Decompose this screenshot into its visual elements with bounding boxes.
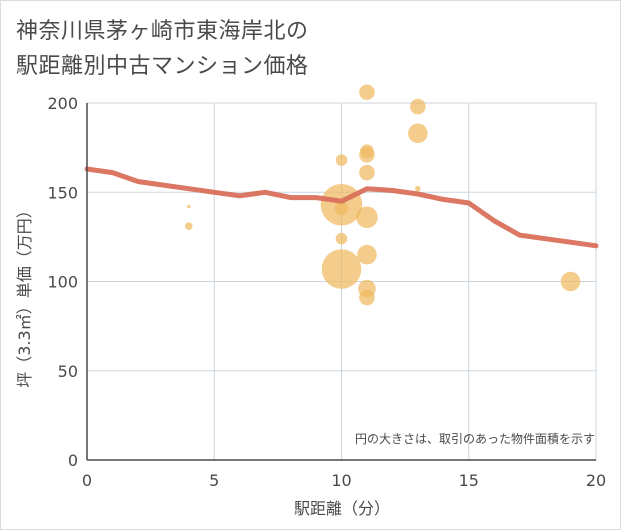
data-point bbox=[334, 201, 349, 216]
y-tick-label: 50 bbox=[58, 362, 78, 381]
data-point bbox=[185, 222, 193, 230]
y-tick-label: 0 bbox=[68, 451, 78, 470]
x-tick-label: 15 bbox=[459, 471, 479, 490]
chart-title-line1: 神奈川県茅ヶ崎市東海岸北の bbox=[16, 19, 309, 44]
data-point bbox=[357, 244, 377, 265]
trend-line bbox=[84, 166, 599, 249]
y-axis-label: 坪（3.3㎡）単価（万円） bbox=[15, 202, 34, 387]
x-tick-label: 5 bbox=[209, 471, 219, 490]
y-tick-label: 100 bbox=[47, 273, 78, 292]
x-tick-label: 20 bbox=[586, 471, 606, 490]
data-point bbox=[359, 289, 375, 306]
data-point bbox=[359, 84, 375, 101]
data-point bbox=[408, 123, 428, 144]
chart-title-line2: 駅距離別中古マンション価格 bbox=[16, 54, 309, 79]
size-note: 円の大きさは、取引のあった物件面積を示す bbox=[355, 431, 595, 446]
data-point bbox=[360, 144, 374, 158]
data-point bbox=[335, 154, 348, 166]
data-point bbox=[560, 271, 581, 292]
average-price-line bbox=[84, 166, 599, 249]
data-point bbox=[359, 164, 375, 181]
x-tick-label: 0 bbox=[82, 471, 92, 490]
chart-title: 神奈川県茅ヶ崎市東海岸北の 駅距離別中古マンション価格 bbox=[16, 14, 309, 84]
data-point bbox=[356, 206, 378, 229]
data-point bbox=[415, 185, 421, 192]
data-point bbox=[410, 98, 426, 115]
data-point bbox=[187, 204, 191, 209]
y-tick-label: 150 bbox=[47, 183, 78, 202]
data-point bbox=[321, 249, 362, 289]
bubble-series bbox=[185, 84, 581, 306]
data-point bbox=[335, 232, 348, 245]
y-tick-label: 200 bbox=[47, 94, 78, 113]
x-axis-label: 駅距離（分） bbox=[294, 499, 390, 518]
x-tick-label: 10 bbox=[331, 471, 351, 490]
